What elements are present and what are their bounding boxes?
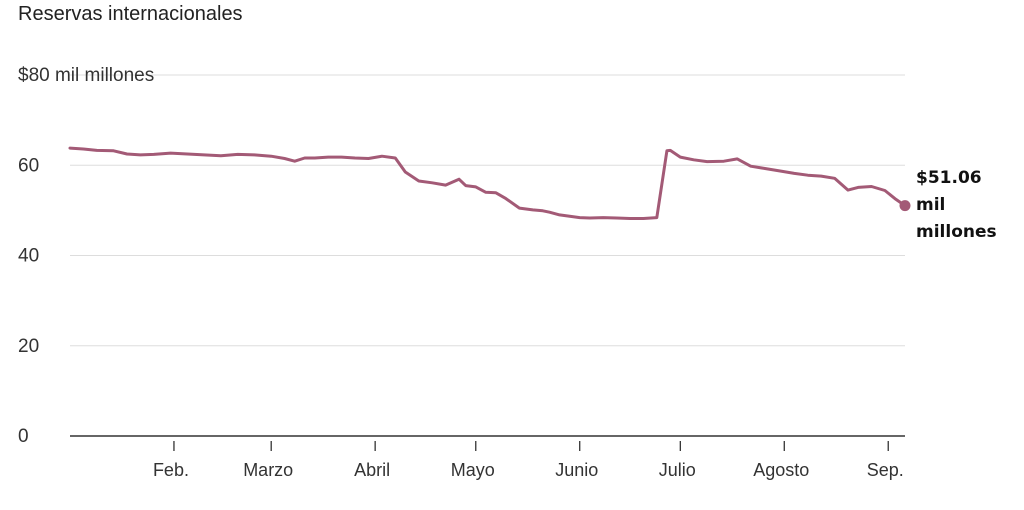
end-unit-label-1: mil: [916, 195, 945, 215]
y-tick-label-0: 0: [18, 426, 29, 447]
chart-title: Reservas internacionales: [18, 3, 243, 25]
y-tick-label-40: 40: [18, 246, 39, 267]
y-axis-ticks: 0 20 40 60 $80 mil millones: [18, 65, 154, 447]
x-tick-label-Feb.: Feb.: [153, 460, 189, 480]
series-line-0: [68, 146, 907, 220]
x-axis: Feb. Marzo Abril Mayo Junio Julio Agosto Sep.: [70, 435, 905, 480]
x-tick-label-Agosto: Agosto: [753, 460, 809, 480]
x-tick-label-Marzo: Marzo: [243, 460, 293, 480]
series-layer: [68, 146, 911, 220]
end-unit-label-2: millones: [916, 222, 997, 242]
x-tick-label-Abril: Abril: [354, 460, 390, 480]
end-point-marker: [899, 200, 911, 212]
y-tick-label-20: 20: [18, 336, 39, 357]
y-tick-label-80: $80 mil millones: [18, 65, 154, 86]
y-tick-label-60: 60: [18, 155, 39, 176]
x-tick-label-Sep.: Sep.: [867, 460, 904, 480]
end-annotation: $51.06 mil millones: [916, 168, 997, 242]
x-tick-label-Mayo: Mayo: [451, 460, 495, 480]
gridlines: [70, 74, 905, 347]
end-value-label: $51.06: [916, 168, 982, 188]
x-tick-label-Julio: Julio: [659, 460, 696, 480]
x-tick-label-Junio: Junio: [555, 460, 598, 480]
